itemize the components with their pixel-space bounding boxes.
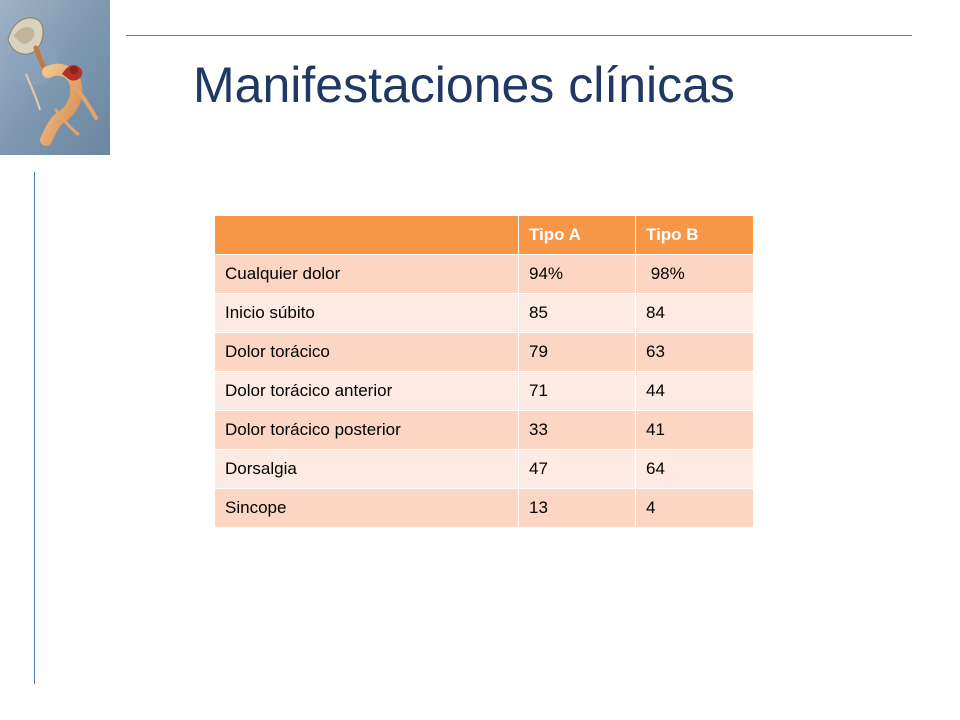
anatomical-illustration xyxy=(0,0,110,155)
clinical-manifestations-table: Tipo A Tipo B Cualquier dolor 94% 98% In… xyxy=(214,215,754,528)
tipo-b-cell: 64 xyxy=(635,449,754,489)
table-row: Dorsalgia 47 64 xyxy=(214,449,754,489)
side-divider-line xyxy=(34,172,35,684)
header-cell-tipo-b: Tipo B xyxy=(635,215,754,255)
tipo-b-cell: 63 xyxy=(635,332,754,372)
symptom-cell: Sincope xyxy=(214,488,519,528)
tipo-a-cell: 79 xyxy=(518,332,636,372)
table-row: Dolor torácico anterior 71 44 xyxy=(214,371,754,411)
table-row: Dolor torácico posterior 33 41 xyxy=(214,410,754,450)
symptom-cell: Dolor torácico posterior xyxy=(214,410,519,450)
tipo-b-cell: 4 xyxy=(635,488,754,528)
table-row: Inicio súbito 85 84 xyxy=(214,293,754,333)
symptom-cell: Cualquier dolor xyxy=(214,254,519,294)
symptom-cell: Dorsalgia xyxy=(214,449,519,489)
symptom-cell: Dolor torácico anterior xyxy=(214,371,519,411)
tipo-b-cell: 84 xyxy=(635,293,754,333)
tipo-a-cell: 85 xyxy=(518,293,636,333)
table-header-row: Tipo A Tipo B xyxy=(214,215,754,255)
tipo-b-cell: 98% xyxy=(635,254,754,294)
symptom-cell: Dolor torácico xyxy=(214,332,519,372)
table-row: Cualquier dolor 94% 98% xyxy=(214,254,754,294)
slide-title: Manifestaciones clínicas xyxy=(193,57,735,113)
tipo-b-cell: 41 xyxy=(635,410,754,450)
header-cell-tipo-a: Tipo A xyxy=(518,215,636,255)
tipo-b-cell: 44 xyxy=(635,371,754,411)
tipo-a-cell: 47 xyxy=(518,449,636,489)
tipo-a-cell: 71 xyxy=(518,371,636,411)
table-row: Dolor torácico 79 63 xyxy=(214,332,754,372)
table-row: Sincope 13 4 xyxy=(214,488,754,528)
header-cell-empty xyxy=(214,215,519,255)
tipo-a-cell: 33 xyxy=(518,410,636,450)
tipo-a-cell: 13 xyxy=(518,488,636,528)
symptom-cell: Inicio súbito xyxy=(214,293,519,333)
top-divider-line xyxy=(126,35,912,36)
tipo-a-cell: 94% xyxy=(518,254,636,294)
